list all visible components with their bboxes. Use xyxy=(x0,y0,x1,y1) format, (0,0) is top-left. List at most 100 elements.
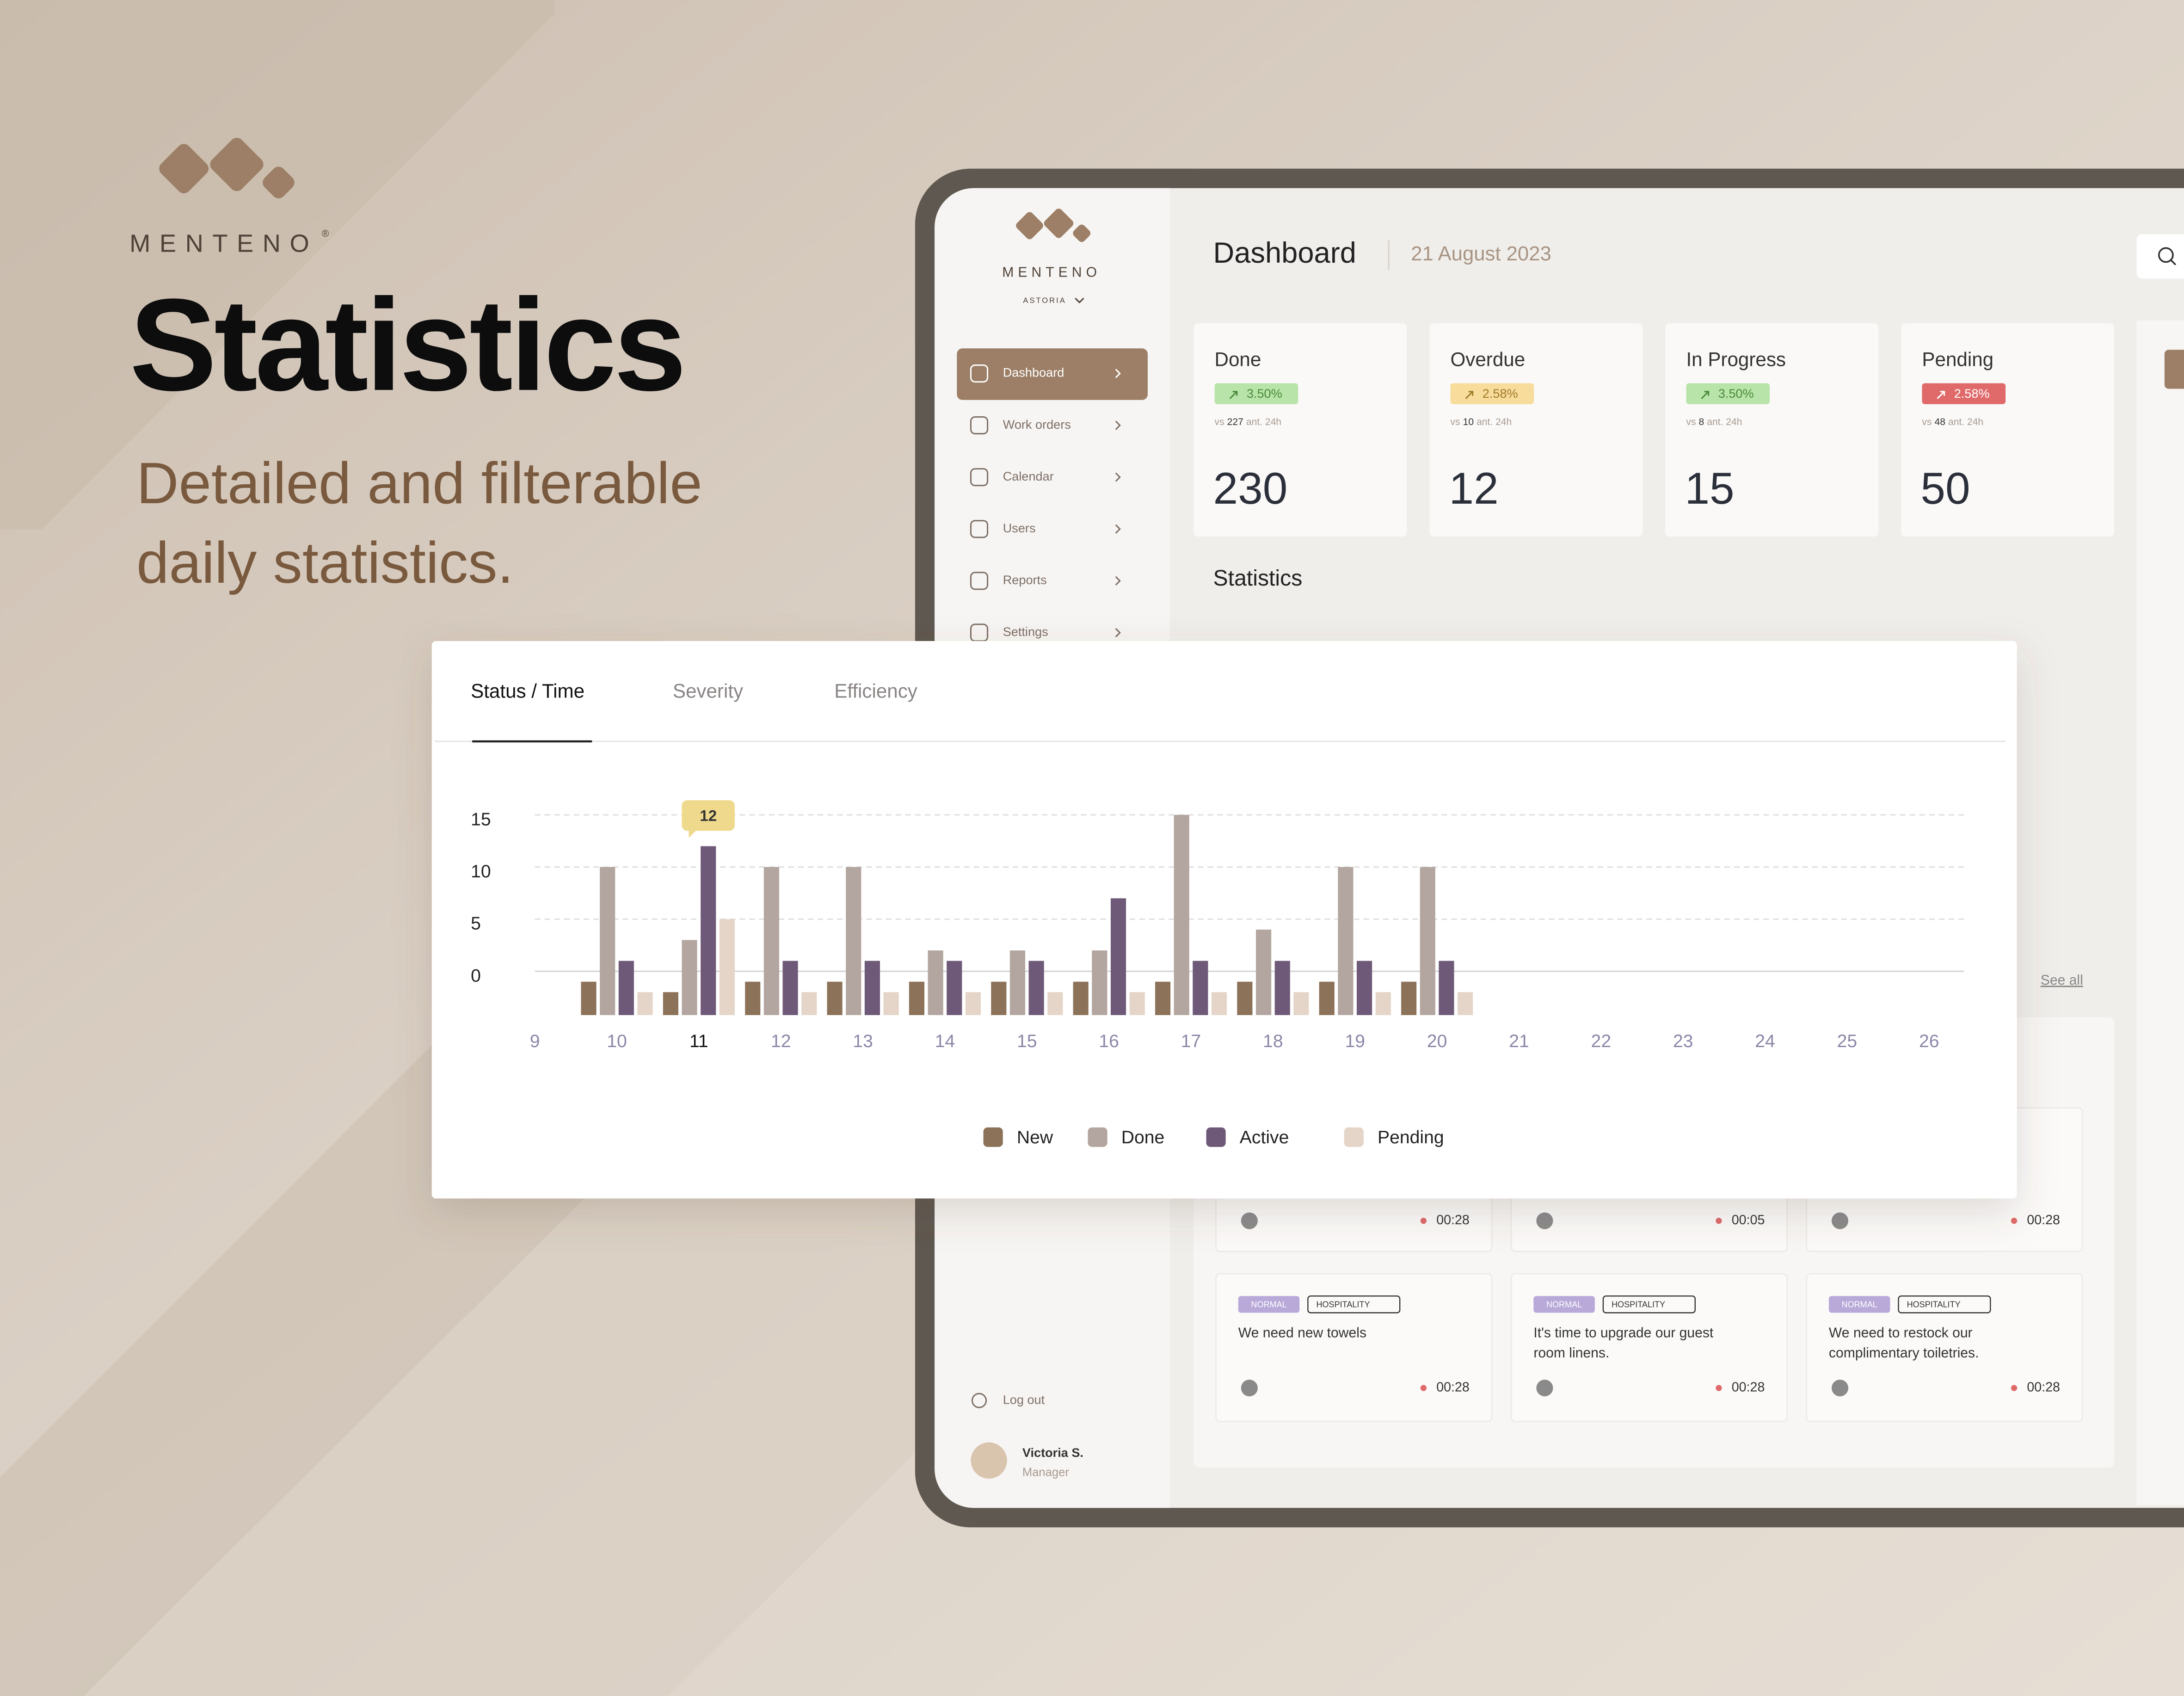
logo xyxy=(159,137,295,198)
x-tick-label: 12 xyxy=(771,1031,791,1051)
x-tick-label: 21 xyxy=(1509,1031,1529,1051)
kpi-compare-value: 10 xyxy=(1463,417,1474,427)
nav-item[interactable]: Reports xyxy=(1003,573,1047,587)
x-tick-label: 15 xyxy=(1017,1031,1037,1051)
search-box[interactable] xyxy=(2136,234,2184,279)
y-tick-label: 15 xyxy=(471,809,491,829)
bar xyxy=(745,981,761,1015)
bar xyxy=(1274,961,1290,1015)
kpi-value: 12 xyxy=(1449,464,1499,513)
kpi-arrow xyxy=(1465,391,1474,399)
kpi-compare-prefix: vs xyxy=(1215,417,1224,427)
x-tick-label: 22 xyxy=(1591,1031,1612,1051)
kpi-compare: vs 8 ant. 24h xyxy=(1686,417,1742,427)
logo-shape xyxy=(1044,209,1074,238)
bar xyxy=(1155,981,1171,1015)
kpi-value: 15 xyxy=(1685,464,1734,513)
bar xyxy=(1110,898,1126,1015)
kpi-compare-suffix: ant. 24h xyxy=(1246,417,1281,427)
kpi-label: Done xyxy=(1215,349,1261,370)
bar xyxy=(581,981,597,1015)
nav-icon xyxy=(970,623,989,642)
tooltip-bg xyxy=(682,800,735,831)
category-tag-bg xyxy=(1898,1295,1991,1314)
logo xyxy=(1016,209,1091,242)
chart-tab[interactable]: Status / Time xyxy=(471,680,584,702)
bar xyxy=(1129,992,1145,1015)
x-tick-label: 26 xyxy=(1919,1031,1939,1051)
bar xyxy=(801,992,817,1015)
logo-shape xyxy=(1016,212,1043,240)
app-location[interactable]: ASTORIA xyxy=(1023,296,1066,305)
kpi-badge xyxy=(1686,383,1770,404)
task-time: 00:28 xyxy=(2027,1380,2060,1395)
chart-tab[interactable]: Efficiency xyxy=(834,680,917,702)
user-avatar xyxy=(971,1442,1007,1479)
nav-item[interactable]: Users xyxy=(1003,521,1036,535)
nav-chevron xyxy=(1115,628,1121,638)
legend-label[interactable]: Done xyxy=(1121,1128,1165,1147)
time-dot xyxy=(1716,1217,1722,1224)
kpi-compare-suffix: ant. 24h xyxy=(1948,417,1983,427)
task-time: 00:28 xyxy=(2027,1213,2060,1227)
search-icon xyxy=(2158,247,2174,263)
task-avatar xyxy=(1831,1380,1849,1397)
nav-icon xyxy=(970,416,989,435)
chart-tab[interactable]: Severity xyxy=(673,680,743,702)
right-panel-button[interactable] xyxy=(2164,350,2184,389)
x-tick-label: 16 xyxy=(1099,1031,1119,1051)
page-title: Dashboard xyxy=(1213,237,1356,269)
x-tick-label: 23 xyxy=(1673,1031,1693,1051)
bar xyxy=(991,981,1007,1015)
nav-item[interactable]: Work orders xyxy=(1003,417,1071,432)
kpi-card[interactable] xyxy=(1194,323,1407,537)
kpi-label: Pending xyxy=(1922,349,1993,370)
legend-label[interactable]: Pending xyxy=(1378,1128,1444,1147)
right-panel xyxy=(2136,321,2184,1505)
kpi-card[interactable] xyxy=(1429,323,1643,537)
kpi-compare-value: 227 xyxy=(1227,417,1243,427)
hero-title: Statistics xyxy=(129,272,684,418)
logout[interactable]: Log out xyxy=(1003,1392,1045,1406)
kpi-value: 50 xyxy=(1920,464,1970,513)
task-time: 00:28 xyxy=(1436,1380,1470,1395)
tooltip-value: 12 xyxy=(700,808,717,825)
background-band xyxy=(0,0,554,530)
priority-tag-bg xyxy=(1533,1296,1595,1313)
kpi-card[interactable] xyxy=(1901,323,2115,537)
category-tag: HOSPITALITY xyxy=(1907,1300,1961,1309)
nav-active-bg xyxy=(957,348,1148,400)
task-time: 00:05 xyxy=(1732,1213,1765,1227)
x-tick-label: 20 xyxy=(1427,1031,1447,1051)
bar xyxy=(1174,814,1189,1015)
task-text: It's time to upgrade our guest xyxy=(1533,1326,1714,1341)
legend-swatch xyxy=(983,1127,1003,1147)
legend-label[interactable]: Active xyxy=(1240,1128,1289,1147)
bar xyxy=(1255,929,1272,1015)
see-all[interactable]: See all xyxy=(2041,973,2083,988)
x-tick-label: 17 xyxy=(1181,1031,1201,1051)
task-text: complimentary toiletries. xyxy=(1829,1345,1979,1361)
hero-subtitle: Detailed and filterable xyxy=(136,450,702,516)
kpi-badge xyxy=(1922,383,2006,404)
category-tag: HOSPITALITY xyxy=(1612,1300,1665,1309)
bar xyxy=(1458,992,1473,1015)
legend-label[interactable]: New xyxy=(1017,1128,1053,1147)
task-text: We need new towels xyxy=(1238,1326,1366,1341)
nav-icon xyxy=(970,520,989,538)
nav-item[interactable]: Calendar xyxy=(1003,469,1054,483)
logo-shape xyxy=(1073,224,1091,242)
nav-item[interactable]: Settings xyxy=(1003,624,1048,639)
task-avatar xyxy=(1241,1212,1258,1229)
bar xyxy=(827,981,843,1015)
task-avatar xyxy=(1536,1212,1553,1229)
kpi-card[interactable] xyxy=(1665,323,1879,537)
nav-item[interactable]: Dashboard xyxy=(1003,365,1064,380)
bar xyxy=(883,992,899,1015)
time-dot xyxy=(1716,1385,1722,1391)
logout-icon xyxy=(971,1393,987,1408)
category-tag-bg xyxy=(1307,1295,1401,1314)
bar xyxy=(1375,992,1391,1015)
